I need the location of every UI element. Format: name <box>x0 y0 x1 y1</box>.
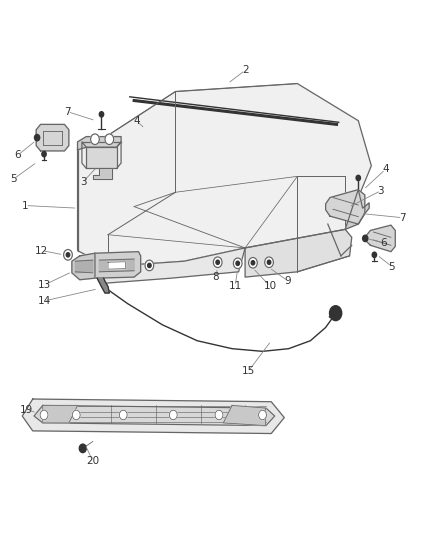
Polygon shape <box>93 168 113 179</box>
Polygon shape <box>102 248 245 284</box>
Circle shape <box>265 257 273 268</box>
Polygon shape <box>345 190 369 229</box>
Circle shape <box>119 410 127 419</box>
Circle shape <box>64 249 72 260</box>
Circle shape <box>91 134 99 144</box>
Circle shape <box>356 175 360 181</box>
Circle shape <box>148 263 151 268</box>
Text: 1: 1 <box>22 200 28 211</box>
Circle shape <box>145 260 154 271</box>
Text: 13: 13 <box>37 280 51 290</box>
Polygon shape <box>245 229 352 277</box>
Text: 19: 19 <box>20 405 33 415</box>
Text: 5: 5 <box>389 262 395 271</box>
Text: 7: 7 <box>64 107 71 117</box>
Circle shape <box>249 257 257 268</box>
Text: 15: 15 <box>242 366 255 376</box>
Circle shape <box>215 410 223 419</box>
Circle shape <box>72 410 80 419</box>
Text: 4: 4 <box>133 116 140 126</box>
Polygon shape <box>366 225 395 252</box>
Text: 14: 14 <box>37 296 51 306</box>
Circle shape <box>216 260 219 264</box>
Polygon shape <box>93 252 141 278</box>
Text: 3: 3 <box>378 185 384 196</box>
Polygon shape <box>34 406 275 425</box>
Text: 7: 7 <box>399 213 406 223</box>
Circle shape <box>66 253 70 257</box>
Circle shape <box>251 261 254 265</box>
Polygon shape <box>108 262 125 269</box>
Polygon shape <box>36 124 69 151</box>
Polygon shape <box>72 253 95 280</box>
Circle shape <box>258 410 266 419</box>
Text: 8: 8 <box>212 272 219 282</box>
Circle shape <box>79 444 86 453</box>
Circle shape <box>42 151 46 157</box>
Polygon shape <box>43 406 78 423</box>
Circle shape <box>99 112 104 117</box>
Polygon shape <box>223 406 265 425</box>
Circle shape <box>213 257 222 268</box>
Polygon shape <box>75 260 93 273</box>
Polygon shape <box>97 278 110 293</box>
Text: 10: 10 <box>263 281 276 291</box>
Text: 5: 5 <box>10 174 17 184</box>
Polygon shape <box>78 84 371 266</box>
Text: 12: 12 <box>35 246 49 256</box>
Polygon shape <box>86 147 117 168</box>
Circle shape <box>329 306 342 320</box>
Text: 6: 6 <box>380 238 386 248</box>
Circle shape <box>267 260 271 264</box>
Polygon shape <box>22 399 284 433</box>
Text: 3: 3 <box>80 176 87 187</box>
Text: 20: 20 <box>86 456 99 466</box>
Text: 6: 6 <box>14 150 21 160</box>
Circle shape <box>35 134 40 141</box>
Text: 9: 9 <box>284 276 291 286</box>
Circle shape <box>40 410 48 419</box>
Text: 11: 11 <box>229 281 242 291</box>
Circle shape <box>170 410 177 419</box>
Polygon shape <box>78 136 121 150</box>
Circle shape <box>236 261 240 265</box>
Circle shape <box>105 134 114 144</box>
Polygon shape <box>325 190 365 224</box>
Text: 2: 2 <box>242 66 248 75</box>
Polygon shape <box>99 259 134 272</box>
Text: 4: 4 <box>382 165 389 174</box>
Circle shape <box>233 258 242 269</box>
Circle shape <box>363 235 368 241</box>
Circle shape <box>372 252 377 257</box>
